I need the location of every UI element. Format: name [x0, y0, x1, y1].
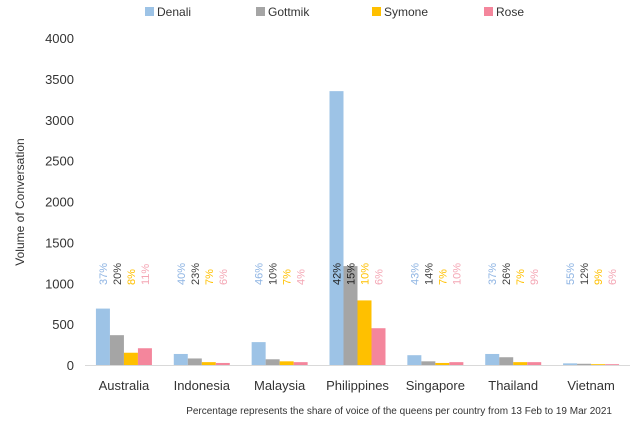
bar-rose-indonesia [215, 362, 230, 365]
bar-symone-australia [123, 352, 138, 365]
bar-denali-indonesia [173, 353, 188, 365]
y-tick-label: 2500 [45, 154, 74, 169]
bar-symone-indonesia [201, 362, 216, 365]
y-tick-label: 0 [67, 358, 74, 373]
data-label: 9% [529, 269, 541, 285]
y-tick-label: 1500 [45, 235, 74, 250]
footnote: Percentage represents the share of voice… [186, 406, 612, 417]
bar-denali-philippines [329, 91, 344, 365]
legend-swatch-rose [484, 7, 493, 16]
bar-denali-singapore [407, 355, 422, 365]
bar-symone-thailand [513, 362, 528, 365]
y-tick-label: 3000 [45, 113, 74, 128]
x-tick-label: Philippines [326, 378, 389, 393]
x-tick-label: Australia [99, 378, 150, 393]
bar-symone-malaysia [279, 361, 294, 365]
data-label: 4% [296, 269, 308, 285]
data-label: 6% [607, 269, 619, 285]
bar-rose-philippines [371, 328, 386, 365]
x-axis: Australia Indonesia Malaysia Philippines Sin… [99, 378, 615, 393]
legend-swatch-symone [372, 7, 381, 16]
data-label: 26% [501, 263, 513, 285]
bar-gottmik-singapore [421, 361, 436, 365]
data-label: 10% [360, 263, 372, 285]
bar-gottmik-thailand [499, 357, 514, 365]
bar-rose-malaysia [293, 362, 308, 365]
legend-label-denali: Denali [157, 5, 191, 19]
x-tick-label: Malaysia [254, 378, 306, 393]
data-label: 20% [112, 263, 124, 285]
legend-swatch-gottmik [256, 7, 265, 16]
data-label: 6% [218, 269, 230, 285]
data-label: 7% [515, 269, 527, 285]
data-label: 11% [140, 264, 152, 285]
data-label: 40% [176, 263, 188, 285]
bar-denali-australia [95, 308, 110, 365]
data-label: 8% [126, 269, 138, 285]
bar-gottmik-australia [109, 335, 124, 365]
legend-label-symone: Symone [384, 5, 428, 19]
legend-label-gottmik: Gottmik [268, 5, 310, 19]
bar-rose-singapore [449, 362, 464, 365]
data-label: 6% [374, 269, 386, 285]
bar-rose-vietnam [605, 364, 620, 365]
data-label: 7% [282, 269, 294, 285]
legend: Denali Gottmik Symone Rose [145, 5, 524, 19]
data-labels: 37% 20% 8% 11% 40% 23% 7% 6% 46% 10% 7% 4% 42% 15% 10%… [98, 263, 619, 285]
bar-symone-vietnam [591, 364, 606, 365]
data-label: 9% [593, 269, 605, 285]
legend-label-rose: Rose [496, 5, 524, 19]
bar-gottmik-philippines [343, 266, 358, 365]
y-axis: 0 500 1000 1500 2000 2500 3000 3500 4000 [45, 31, 74, 373]
y-tick-label: 2000 [45, 195, 74, 210]
data-label: 55% [565, 263, 577, 285]
bar-denali-malaysia [251, 342, 266, 365]
bar-gottmik-malaysia [265, 359, 280, 365]
data-label: 37% [98, 263, 110, 285]
bar-rose-thailand [527, 362, 542, 365]
bar-symone-singapore [435, 362, 450, 365]
y-tick-label: 1000 [45, 276, 74, 291]
x-tick-label: Singapore [406, 378, 465, 393]
data-label: 43% [409, 263, 421, 285]
bars [95, 91, 620, 365]
data-label: 12% [579, 263, 591, 285]
bar-symone-philippines [357, 300, 372, 365]
data-label: 15% [346, 263, 358, 285]
x-tick-label: Indonesia [174, 378, 231, 393]
y-tick-label: 4000 [45, 31, 74, 46]
y-tick-label: 3500 [45, 72, 74, 87]
data-label: 14% [423, 263, 435, 285]
data-label: 23% [190, 263, 202, 285]
bar-denali-thailand [485, 353, 500, 365]
data-label: 46% [254, 263, 266, 285]
data-label: 7% [204, 269, 216, 285]
y-axis-label: Volume of Conversation [13, 138, 27, 265]
x-tick-label: Vietnam [567, 378, 614, 393]
y-tick-label: 500 [52, 317, 74, 332]
bar-gottmik-vietnam [577, 363, 592, 365]
x-tick-label: Thailand [488, 378, 538, 393]
data-label: 10% [268, 263, 280, 285]
legend-swatch-denali [145, 7, 154, 16]
data-label: 42% [332, 263, 344, 285]
data-label: 7% [437, 269, 449, 285]
data-label: 37% [487, 263, 499, 285]
data-label: 10% [451, 263, 463, 285]
bar-rose-australia [137, 348, 152, 365]
bar-gottmik-indonesia [187, 358, 202, 365]
bar-denali-vietnam [563, 363, 578, 365]
